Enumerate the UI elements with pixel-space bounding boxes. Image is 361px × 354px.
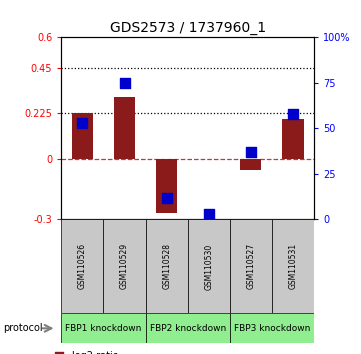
Point <box>248 149 254 155</box>
Bar <box>145 313 230 343</box>
Point <box>206 211 212 217</box>
Bar <box>272 219 314 313</box>
Bar <box>72 113 93 159</box>
Text: GSM110530: GSM110530 <box>204 243 213 290</box>
Bar <box>61 313 145 343</box>
Text: FBP1 knockdown: FBP1 knockdown <box>65 324 142 333</box>
Bar <box>156 159 177 213</box>
Bar <box>240 159 261 170</box>
Point <box>122 80 127 86</box>
Title: GDS2573 / 1737960_1: GDS2573 / 1737960_1 <box>110 21 266 35</box>
Point <box>290 111 296 116</box>
Text: GSM110527: GSM110527 <box>247 243 255 290</box>
Text: FBP3 knockdown: FBP3 knockdown <box>234 324 310 333</box>
Bar <box>104 219 145 313</box>
Text: protocol: protocol <box>4 323 43 333</box>
Bar <box>145 219 188 313</box>
Text: GSM110528: GSM110528 <box>162 244 171 289</box>
Text: log2 ratio: log2 ratio <box>72 351 119 354</box>
Bar <box>61 219 104 313</box>
Text: FBP2 knockdown: FBP2 knockdown <box>149 324 226 333</box>
Bar <box>114 97 135 159</box>
Bar <box>188 219 230 313</box>
Point <box>79 120 85 126</box>
Text: GSM110526: GSM110526 <box>78 243 87 290</box>
Bar <box>230 313 314 343</box>
Point <box>164 195 170 200</box>
Point <box>56 353 62 354</box>
Text: GSM110529: GSM110529 <box>120 243 129 290</box>
Bar <box>282 119 304 159</box>
Bar <box>230 219 272 313</box>
Text: GSM110531: GSM110531 <box>288 243 297 290</box>
